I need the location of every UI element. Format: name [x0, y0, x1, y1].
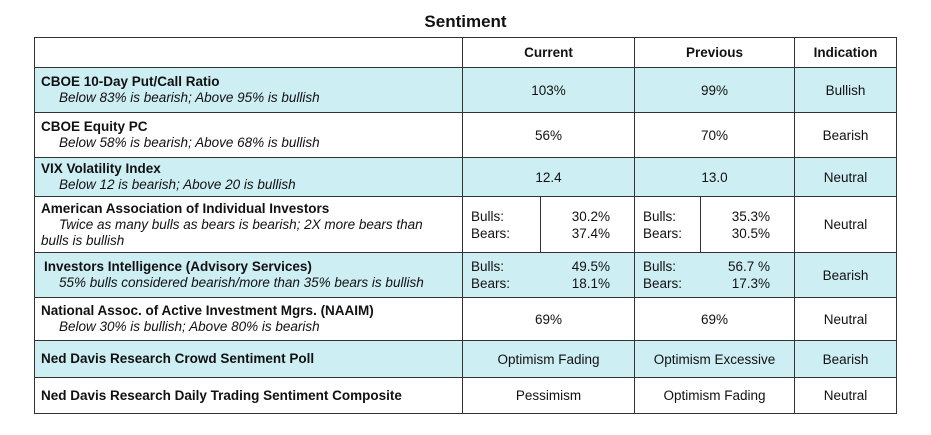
- indicator-name: Ned Davis Research Crowd Sentiment Poll: [41, 351, 315, 366]
- indicator-cell: CBOE Equity PC Below 58% is bearish; Abo…: [34, 112, 463, 158]
- header-row: Current Previous Indication: [34, 37, 898, 68]
- indicator-name: VIX Volatility Index: [41, 161, 161, 176]
- previous-value: Optimism Fading: [634, 377, 796, 414]
- bears-label: Bears:: [643, 225, 683, 241]
- table-row: Ned Davis Research Daily Trading Sentime…: [34, 377, 898, 414]
- indication-value: Neutral: [794, 196, 898, 253]
- current-value: 56%: [461, 112, 636, 158]
- previous-values: 56.7 % 17.3%: [700, 252, 796, 298]
- indicator-desc: 55% bulls considered bearish/more than 3…: [59, 275, 424, 290]
- indicator-desc: Below 83% is bearish; Above 95% is bulli…: [59, 90, 320, 105]
- current-value: Pessimism: [461, 377, 636, 414]
- indication-value: Bearish: [794, 112, 898, 158]
- bulls-label: Bulls:: [643, 208, 677, 224]
- previous-value: 13.0: [634, 157, 796, 197]
- indicator-name: Investors Intelligence (Advisory Service…: [44, 259, 312, 274]
- header-previous: Previous: [634, 37, 796, 68]
- bears-label: Bears:: [471, 276, 511, 291]
- indicator-name: Ned Davis Research Daily Trading Sentime…: [41, 387, 402, 403]
- indicator-cell: National Assoc. of Active Investment Mgr…: [34, 297, 463, 341]
- bears-value: 30.5%: [731, 225, 771, 241]
- indicator-cell: Investors Intelligence (Advisory Service…: [34, 252, 463, 298]
- current-value: 103%: [461, 67, 636, 113]
- previous-values: 35.3% 30.5%: [700, 196, 796, 253]
- header-indication: Indication: [794, 37, 898, 68]
- indication-value: Neutral: [794, 157, 898, 197]
- indicator-desc: Below 12 is bearish; Above 20 is bullish: [59, 177, 296, 192]
- indicator-desc: Twice as many bulls as bears is bearish;…: [59, 216, 423, 232]
- previous-value: Optimism Excessive: [634, 340, 796, 378]
- bears-label: Bears:: [471, 225, 511, 241]
- bulls-label: Bulls:: [643, 259, 677, 274]
- bears-value: 17.3%: [731, 276, 771, 291]
- table-row: American Association of Individual Inves…: [34, 196, 898, 253]
- indicator-cell: American Association of Individual Inves…: [34, 196, 463, 253]
- current-labels: Bulls: Bears:: [462, 252, 541, 298]
- table-row: Investors Intelligence (Advisory Service…: [34, 252, 898, 298]
- previous-labels: Bulls: Bears:: [634, 252, 701, 298]
- indicator-name: National Assoc. of Active Investment Mgr…: [41, 303, 374, 318]
- bears-label: Bears:: [643, 276, 683, 291]
- table-row: CBOE 10-Day Put/Call Ratio Below 83% is …: [34, 67, 898, 113]
- indicator-cell: CBOE 10-Day Put/Call Ratio Below 83% is …: [34, 67, 463, 113]
- previous-value: 69%: [634, 297, 796, 341]
- previous-value: 99%: [634, 67, 796, 113]
- indicator-desc: Below 58% is bearish; Above 68% is bulli…: [59, 135, 320, 150]
- bears-value: 18.1%: [571, 276, 611, 291]
- indication-value: Neutral: [794, 297, 898, 341]
- indicator-name: CBOE Equity PC: [41, 119, 148, 134]
- current-value: 12.4: [461, 157, 636, 197]
- table-row: Ned Davis Research Crowd Sentiment Poll …: [34, 340, 898, 378]
- header-indicator: [34, 37, 463, 68]
- bulls-value: 49.5%: [571, 259, 611, 274]
- indication-value: Bearish: [794, 252, 898, 298]
- previous-value: 70%: [634, 112, 796, 158]
- bulls-value: 56.7 %: [727, 259, 771, 274]
- indicator-name: CBOE 10-Day Put/Call Ratio: [41, 74, 220, 89]
- current-value: Optimism Fading: [461, 340, 636, 378]
- indicator-desc-continued: bulls is bullish: [41, 232, 125, 248]
- indication-value: Bullish: [794, 67, 898, 113]
- previous-labels: Bulls: Bears:: [634, 196, 702, 253]
- table-row: National Assoc. of Active Investment Mgr…: [34, 297, 898, 341]
- bulls-label: Bulls:: [471, 259, 505, 274]
- indication-value: Bearish: [794, 340, 898, 378]
- sentiment-table: Current Previous Indication CBOE 10-Day …: [34, 37, 898, 414]
- current-labels: Bulls: Bears:: [462, 196, 541, 253]
- indicator-name: American Association of Individual Inves…: [41, 200, 330, 216]
- current-values: 30.2% 37.4%: [539, 196, 636, 253]
- bears-value: 37.4%: [571, 225, 611, 241]
- indication-value: Neutral: [794, 377, 898, 414]
- table-row: VIX Volatility Index Below 12 is bearish…: [34, 157, 898, 197]
- table-row: CBOE Equity PC Below 58% is bearish; Abo…: [34, 112, 898, 158]
- bulls-label: Bulls:: [471, 208, 505, 224]
- bulls-value: 35.3%: [731, 208, 771, 224]
- header-current: Current: [461, 37, 636, 68]
- indicator-desc: Below 30% is bullish; Above 80% is beari…: [59, 319, 320, 334]
- current-values: 49.5% 18.1%: [540, 252, 636, 298]
- indicator-cell: VIX Volatility Index Below 12 is bearish…: [34, 157, 463, 197]
- bulls-value: 30.2%: [571, 208, 611, 224]
- indicator-cell: Ned Davis Research Crowd Sentiment Poll: [34, 340, 463, 378]
- indicator-cell: Ned Davis Research Daily Trading Sentime…: [34, 377, 463, 414]
- current-value: 69%: [461, 297, 636, 341]
- page-title: Sentiment: [424, 12, 507, 31]
